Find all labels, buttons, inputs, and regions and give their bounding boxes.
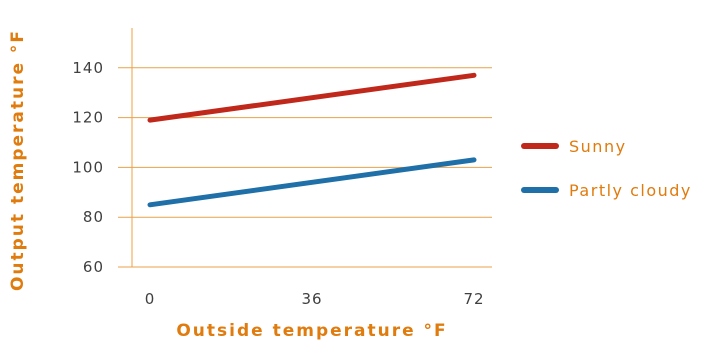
x-axis-title: Outside temperature °F xyxy=(176,321,447,341)
series-line-sunny xyxy=(147,72,477,123)
series-line-partly-cloudy xyxy=(147,157,477,208)
y-tick-label: 80 xyxy=(83,208,104,226)
x-tick-label: 36 xyxy=(301,290,322,308)
legend-label-partly-cloudy: Partly cloudy xyxy=(569,181,692,200)
y-tick-labels: 60 80 100 120 140 xyxy=(72,59,104,276)
legend-label-sunny: Sunny xyxy=(569,137,627,156)
y-tick-label: 60 xyxy=(83,258,104,276)
legend: Sunny Partly cloudy xyxy=(521,137,692,200)
series-lines xyxy=(147,72,477,208)
y-tick-label: 100 xyxy=(72,158,104,176)
x-tick-label: 0 xyxy=(145,290,156,308)
y-tick-label: 140 xyxy=(72,59,104,77)
x-tick-label: 72 xyxy=(463,290,484,308)
x-tick-labels: 0 36 72 xyxy=(145,290,484,308)
y-axis-title: Output temperature °F xyxy=(8,29,28,291)
y-tick-label: 120 xyxy=(72,109,104,127)
